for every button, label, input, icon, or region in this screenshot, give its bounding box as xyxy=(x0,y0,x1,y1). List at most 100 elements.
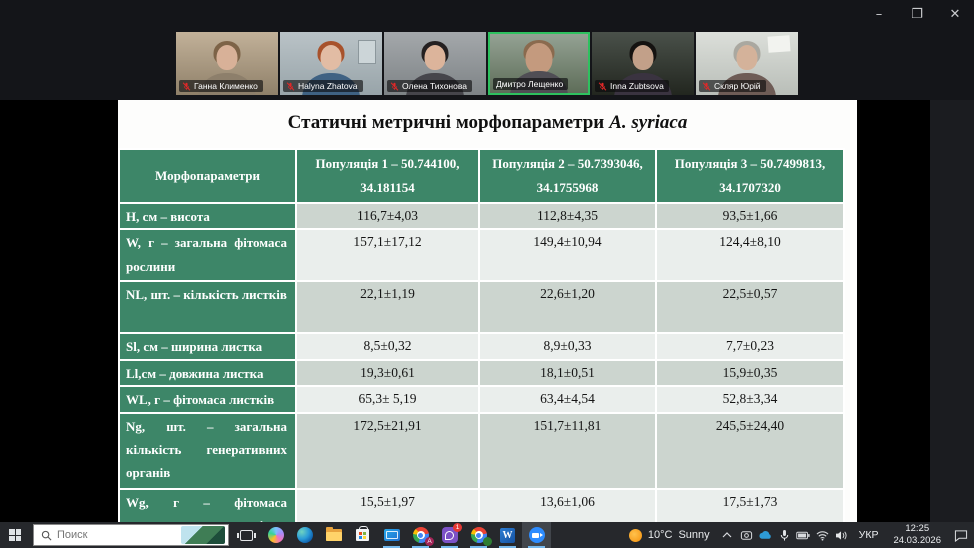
onedrive-cloud-icon xyxy=(759,530,771,539)
viber-button[interactable]: 1 xyxy=(435,522,464,548)
participant-video[interactable]: Inna Zubtsova xyxy=(592,32,694,95)
restore-button[interactable]: ❐ xyxy=(911,6,923,22)
morphoparameters-table: Морфопараметри Популяція 1 – 50.744100, … xyxy=(118,147,845,522)
zoom-icon xyxy=(528,527,545,543)
table-header-row: Морфопараметри Популяція 1 – 50.744100, … xyxy=(118,147,845,205)
word-button[interactable]: W xyxy=(493,522,522,548)
table-cell: 22,5±0,57 xyxy=(655,280,845,335)
language-indicator[interactable]: УКР xyxy=(858,529,879,541)
search-highlight-image[interactable] xyxy=(181,526,225,544)
edge-button[interactable] xyxy=(290,522,319,548)
participant-video-active-speaker[interactable]: Дмитро Лещенко xyxy=(488,32,590,95)
participant-video[interactable]: Halyna Zhatova xyxy=(280,32,382,95)
folder-icon xyxy=(325,527,342,541)
table-cell: 17,5±1,73 xyxy=(655,487,845,522)
column-header-population-1: Популяція 1 – 50.744100, 34.181154 xyxy=(295,147,480,205)
row-label: Ll,см – довжина листка xyxy=(118,358,297,388)
chrome-profile-2-button[interactable] xyxy=(464,522,493,548)
viber-icon xyxy=(441,527,458,543)
table-row: W, г – загальна фітомаса рослини 157,1±1… xyxy=(118,228,845,283)
participant-name: Скляр Юрій xyxy=(714,81,761,91)
microphone-icon xyxy=(780,529,788,541)
table-row: Sl, см – ширина листка 8,5±0,32 8,9±0,33… xyxy=(118,332,845,361)
battery-icon xyxy=(796,531,810,539)
file-explorer-button[interactable] xyxy=(319,522,348,548)
taskbar-right: 10°C Sunny УКР 12:25 24.03.2026 xyxy=(621,522,974,548)
network-tray-button[interactable] xyxy=(813,522,832,548)
participant-name: Дмитро Лещенко xyxy=(496,79,564,89)
participant-name: Inna Zubtsova xyxy=(610,81,664,91)
table-cell: 93,5±1,66 xyxy=(655,202,845,231)
table-cell: 15,5±1,97 xyxy=(295,487,480,522)
muted-mic-icon xyxy=(286,81,295,91)
window-controls: – ❐ ✕ xyxy=(860,0,974,28)
column-header-population-2: Популяція 2 – 50.7393046, 34.1755968 xyxy=(478,147,657,205)
participant-name-tag: Олена Тихонова xyxy=(387,80,473,92)
chrome-profile-1-button[interactable]: A xyxy=(406,522,435,548)
store-icon xyxy=(356,526,369,541)
participant-video[interactable]: Ганна Клименко xyxy=(176,32,278,95)
table-row: WL, г – фітомаса листків 65,3± 5,19 63,4… xyxy=(118,385,845,414)
copilot-button[interactable] xyxy=(261,522,290,548)
zoom-app-button[interactable] xyxy=(522,522,551,548)
row-label: W, г – загальна фітомаса рослини xyxy=(118,228,297,283)
wall-paper xyxy=(767,35,791,53)
participant-name-tag: Дмитро Лещенко xyxy=(493,78,569,90)
notification-bubble-icon xyxy=(954,529,968,542)
search-input[interactable] xyxy=(57,529,176,541)
table-cell: 245,5±24,40 xyxy=(655,411,845,490)
slide-title: Статичні метричні морфопараметри A. syria… xyxy=(118,100,857,148)
muted-mic-icon xyxy=(390,81,399,91)
taskbar-search[interactable] xyxy=(33,524,229,546)
slide-title-species: A. syriaca xyxy=(609,112,688,133)
chrome-profile-badge xyxy=(483,537,492,546)
onedrive-tray-button[interactable] xyxy=(756,522,775,548)
volume-tray-button[interactable] xyxy=(832,522,851,548)
tray-overflow-button[interactable] xyxy=(718,522,737,548)
table-cell: 124,4±8,10 xyxy=(655,228,845,283)
table-cell: 13,6±1,06 xyxy=(478,487,657,522)
table-row: Ll,см – довжина листка 19,3±0,61 18,1±0,… xyxy=(118,358,845,388)
wifi-icon xyxy=(816,530,829,541)
column-header-population-3: Популяція 3 – 50.7499813, 34.1707320 xyxy=(655,147,845,205)
participant-video[interactable]: Скляр Юрій xyxy=(696,32,798,95)
taskbar-clock[interactable]: 12:25 24.03.2026 xyxy=(886,523,948,547)
battery-tray-button[interactable] xyxy=(794,522,813,548)
table-cell: 157,1±17,12 xyxy=(295,228,480,283)
action-center-button[interactable] xyxy=(948,522,974,548)
table-cell: 7,7±0,23 xyxy=(655,332,845,361)
column-header-morphoparameters: Морфопараметри xyxy=(118,147,297,205)
row-label: Sl, см – ширина листка xyxy=(118,332,297,361)
search-icon xyxy=(41,530,52,540)
weather-widget[interactable]: 10°C Sunny xyxy=(621,528,718,542)
microsoft-store-button[interactable] xyxy=(348,522,377,548)
participant-name-tag: Ганна Клименко xyxy=(179,80,263,92)
participant-name-tag: Скляр Юрій xyxy=(699,80,766,92)
outlook-button[interactable] xyxy=(377,522,406,548)
slide-title-text: Статичні метричні морфопараметри xyxy=(287,112,605,133)
participant-name-tag: Inna Zubtsova xyxy=(595,80,669,92)
table-row: H, см – висота 116,7±4,03 112,8±4,35 93,… xyxy=(118,202,845,231)
clock-date: 24.03.2026 xyxy=(893,535,941,546)
copilot-icon xyxy=(267,527,284,543)
close-button[interactable]: ✕ xyxy=(949,6,961,22)
table-cell: 63,4±4,54 xyxy=(478,385,657,414)
chevron-up-icon xyxy=(722,532,732,538)
row-label: H, см – висота xyxy=(118,202,297,231)
wall-frame xyxy=(358,40,376,64)
task-view-button[interactable] xyxy=(232,522,261,548)
task-view-icon xyxy=(237,529,256,541)
row-label: Wg, г – фітомаса репродуктивних органів xyxy=(118,487,297,522)
microphone-tray-button[interactable] xyxy=(775,522,794,548)
tray-app-button[interactable] xyxy=(737,522,756,548)
start-button[interactable] xyxy=(0,522,30,548)
clock-time: 12:25 xyxy=(905,523,930,535)
minimize-button[interactable]: – xyxy=(875,6,883,22)
table-cell: 8,9±0,33 xyxy=(478,332,657,361)
participant-video[interactable]: Олена Тихонова xyxy=(384,32,486,95)
chrome-icon xyxy=(412,527,429,543)
viber-notification-badge: 1 xyxy=(453,523,462,532)
table-row: Wg, г – фітомаса репродуктивних органів … xyxy=(118,487,845,522)
edge-icon xyxy=(296,527,313,543)
windows-logo-icon xyxy=(9,529,21,541)
